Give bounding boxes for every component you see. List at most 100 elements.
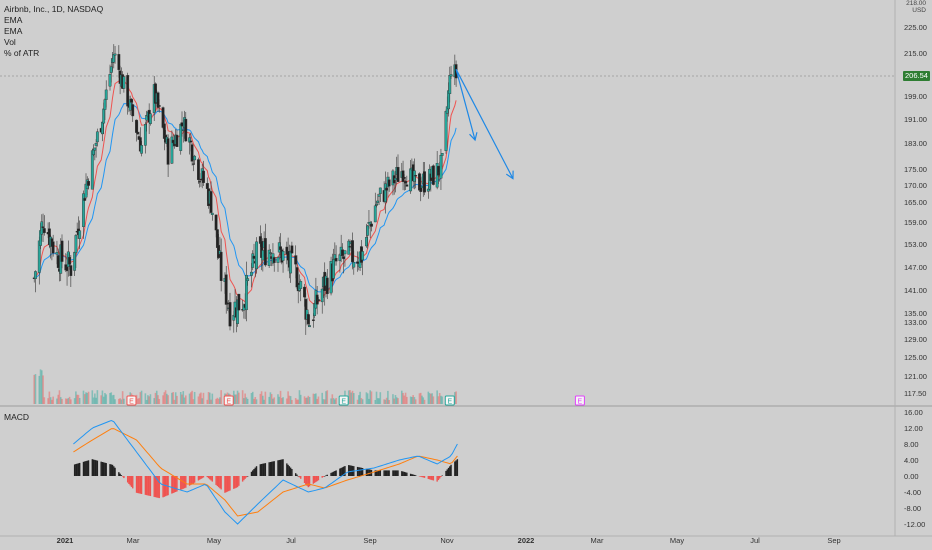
macd-histogram-bar — [193, 476, 196, 483]
candle-body — [303, 286, 306, 298]
macd-histogram-bar — [449, 466, 451, 476]
candle-body — [444, 111, 448, 151]
earnings-marker[interactable]: E — [574, 395, 585, 406]
volume-bar — [387, 390, 389, 404]
volume-bar — [206, 399, 209, 404]
macd-histogram-bar — [173, 476, 176, 493]
candle-body — [189, 140, 193, 143]
macd-histogram-bar — [356, 466, 359, 476]
volume-bar — [163, 392, 166, 404]
price-tick-label: 199.00 — [904, 92, 927, 101]
candle-body — [420, 186, 424, 189]
earnings-marker[interactable]: E — [338, 395, 349, 406]
candle-body — [419, 187, 423, 192]
macd-histogram-bar — [269, 462, 272, 476]
macd-histogram-bar — [206, 476, 208, 478]
macd-histogram-bar — [114, 467, 116, 476]
candle-body — [193, 155, 197, 161]
volume-bar — [210, 399, 212, 404]
earnings-marker[interactable]: E — [444, 395, 455, 406]
volume-bar — [322, 399, 325, 404]
candle-body — [440, 153, 444, 156]
volume-bar — [96, 390, 99, 404]
volume-bar — [351, 390, 354, 404]
macd-histogram-bar — [392, 470, 394, 476]
candle-body — [108, 74, 112, 87]
volume-bar — [428, 393, 431, 404]
macd-histogram-bar — [412, 474, 414, 476]
macd-histogram-bar — [361, 468, 364, 476]
macd-histogram-bar — [100, 461, 102, 476]
volume-series — [33, 369, 457, 404]
volume-bar — [145, 399, 148, 404]
macd-histogram-bar — [409, 473, 412, 476]
candle-body — [90, 150, 94, 190]
volume-bar — [280, 398, 283, 404]
indicator-volume[interactable]: Vol — [4, 37, 16, 47]
volume-bar — [379, 392, 382, 404]
candle-body — [117, 54, 121, 70]
macd-histogram-bar — [77, 463, 80, 476]
macd-histogram-bar — [335, 470, 337, 476]
candle-body — [250, 271, 253, 276]
macd-histogram-bar — [238, 476, 240, 486]
earnings-marker[interactable]: E — [126, 395, 137, 406]
macd-pane-title[interactable]: MACD — [4, 412, 30, 422]
volume-bar — [418, 393, 421, 404]
volume-bar — [77, 394, 80, 404]
macd-histogram-bar — [245, 476, 248, 478]
indicator-atr[interactable]: % of ATR — [4, 48, 40, 58]
macd-histogram-bar — [330, 472, 332, 476]
candle-body — [366, 225, 370, 236]
volume-bar — [361, 399, 364, 404]
volume-bar — [173, 399, 176, 404]
volume-bar — [422, 397, 425, 404]
volume-bar — [40, 370, 43, 404]
candle-body — [261, 250, 265, 261]
macd-histogram-bar — [430, 476, 432, 480]
candle-body — [269, 252, 272, 254]
volume-bar — [352, 393, 355, 404]
macd-histogram-bar — [262, 463, 264, 476]
macd-histogram-bar — [300, 476, 302, 479]
macd-histogram-bar — [126, 476, 129, 483]
candle-body — [93, 147, 97, 151]
candle-body — [130, 98, 133, 103]
macd-histogram-bar — [341, 467, 344, 476]
volume-bar — [323, 399, 326, 404]
symbol-title[interactable]: Airbnb, Inc., 1D, NASDAQ — [4, 4, 104, 14]
candle-body — [320, 288, 324, 303]
candle-body — [219, 251, 223, 281]
macd-histogram-bar — [163, 476, 166, 497]
volume-bar — [431, 393, 433, 404]
macd-signal-line — [73, 428, 458, 517]
candle-body — [191, 163, 195, 165]
macd-histogram-bar — [87, 460, 90, 476]
macd-histogram-bar — [255, 466, 258, 476]
volume-bar — [413, 397, 416, 404]
indicator-ema-slow[interactable]: EMA — [4, 26, 23, 36]
time-tick-label: Sep — [827, 536, 840, 545]
candle-body — [113, 53, 117, 56]
volume-bar — [158, 398, 161, 404]
macd-histogram-bar — [326, 474, 328, 476]
volume-bar — [279, 390, 282, 404]
earnings-marker[interactable]: E — [223, 395, 234, 406]
macd-histogram-bar — [441, 475, 443, 476]
candle-body — [311, 319, 315, 321]
indicator-ema-fast[interactable]: EMA — [4, 15, 23, 25]
candle-body — [122, 76, 126, 89]
macd-histogram-bar — [200, 476, 202, 479]
macd-histogram-bar — [420, 476, 422, 477]
candle-body — [103, 99, 107, 110]
volume-bar — [197, 396, 200, 404]
candle-body — [140, 145, 143, 154]
candle-body — [365, 237, 368, 247]
macd-histogram-bar — [137, 476, 139, 494]
candle-body — [226, 302, 229, 305]
macd-histogram-bar — [378, 470, 380, 476]
volume-bar — [374, 399, 377, 404]
volume-bar — [92, 397, 95, 404]
macd-histogram-bar — [360, 467, 363, 476]
